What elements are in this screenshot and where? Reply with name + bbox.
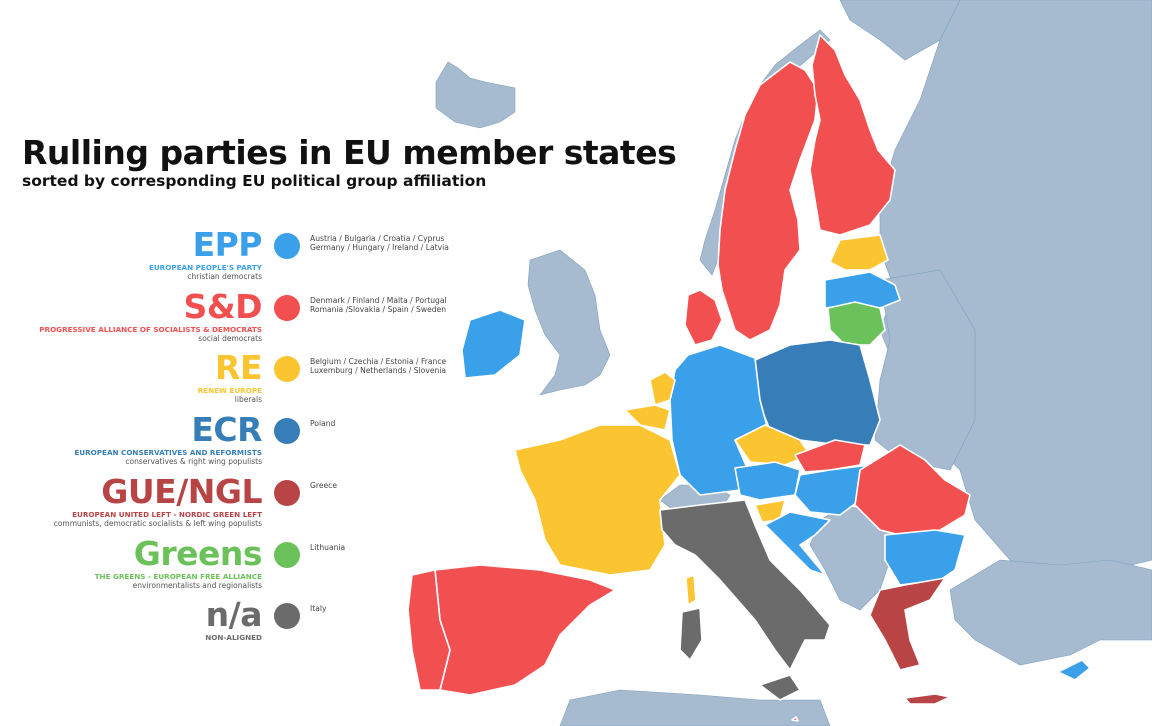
legend-color-dot [274, 542, 300, 568]
legend-abbr: S&D [183, 287, 263, 326]
country-poland [754, 339, 881, 446]
country-italy-sardinia [679, 607, 703, 661]
legend-color-dot [274, 233, 300, 259]
legend-countries: Poland [310, 419, 336, 428]
country-netherlands [649, 371, 676, 406]
legend-item-gue-ngl: GUE/NGL EUROPEAN UNITED LEFT - NORDIC GR… [10, 475, 430, 535]
country-spain [434, 564, 616, 696]
legend-color-dot [274, 603, 300, 629]
country-lithuania [827, 301, 886, 346]
country-croatia [764, 511, 831, 576]
map-subtitle: sorted by corresponding EU political gro… [22, 172, 487, 190]
legend-abbr: GUE/NGL [101, 472, 262, 511]
country-denmark [684, 289, 723, 346]
legend-countries: Belgium / Czechia / Estonia / France Luxe… [310, 357, 447, 375]
country-bulgaria [884, 529, 966, 586]
legend-countries: Denmark / Finland / Malta / Portugal Roma… [310, 296, 447, 314]
country-romania [854, 444, 971, 536]
country-slovakia [794, 439, 866, 473]
legend-color-dot [274, 480, 300, 506]
country-france [514, 424, 681, 576]
legend-abbr: RE [215, 348, 262, 387]
legend-full-name: THE GREENS - EUROPEAN FREE ALLIANCE [94, 572, 262, 581]
country-ireland [461, 309, 526, 379]
legend-countries: Italy [310, 604, 327, 613]
country-greece [869, 577, 946, 671]
country-france-corsica [685, 574, 697, 606]
country-belgium [624, 404, 671, 431]
country-malta [791, 716, 799, 722]
legend-description: communists, democratic socialists & left… [53, 519, 262, 528]
legend-color-dot [274, 295, 300, 321]
country-finland [809, 34, 896, 236]
legend-description: liberals [234, 395, 262, 404]
legend-description: conservatives & right wing populists [125, 457, 262, 466]
legend-color-dot [274, 418, 300, 444]
legend-item-sd: S&D PROGRESSIVE ALLIANCE OF SOCIALISTS &… [10, 287, 446, 350]
north-africa [559, 689, 831, 726]
country-cyprus [1057, 659, 1091, 681]
legend-description: social democrats [198, 334, 262, 343]
kola-region [839, 0, 961, 61]
turkey [949, 559, 1152, 666]
legend-abbr: n/a [205, 595, 263, 634]
legend-abbr: Greens [133, 534, 263, 573]
legend-abbr: ECR [191, 410, 262, 449]
legend-full-name: PROGRESSIVE ALLIANCE OF SOCIALISTS & DEM… [39, 325, 262, 334]
country-greece-crete [904, 693, 951, 705]
country-portugal [407, 569, 451, 691]
iceland [435, 61, 516, 129]
legend-full-name: EUROPEAN PEOPLE'S PARTY [148, 263, 262, 272]
legend-full-name: NON-ALIGNED [205, 633, 262, 642]
country-sweden [717, 61, 819, 341]
map-title: Rulling parties in EU member states [22, 133, 677, 172]
legend-abbr: EPP [192, 225, 263, 264]
country-hungary [794, 464, 871, 516]
legend-full-name: EUROPEAN UNITED LEFT - NORDIC GREEN LEFT [72, 510, 262, 519]
legend-full-name: EUROPEAN CONSERVATIVES AND REFORMISTS [74, 448, 262, 457]
legend-description: christian democrats [187, 272, 262, 281]
legend-full-name: RENEW EUROPE [197, 386, 262, 395]
country-italy-sicily [759, 674, 801, 701]
legend-item-ecr: ECR EUROPEAN CONSERVATIVES AND REFORMIST… [10, 413, 430, 473]
legend-item-non-aligned: n/a NON-ALIGNED Italy [10, 598, 430, 658]
uk [527, 249, 611, 396]
country-austria [734, 461, 801, 501]
legend-countries: Lithuania [310, 543, 346, 552]
legend-item-re: RE RENEW EUROPE liberals Belgium / Czech… [10, 348, 447, 411]
legend-countries: Austria / Bulgaria / Croatia / Cyprus Ger… [310, 234, 449, 252]
country-italy [659, 499, 831, 671]
legend-description: environmentalists and regionalists [132, 581, 262, 590]
legend-countries: Greece [310, 481, 338, 490]
country-estonia [829, 234, 889, 271]
legend-item-greens: Greens THE GREENS - EUROPEAN FREE ALLIAN… [10, 537, 430, 597]
legend-item-epp: EPP EUROPEAN PEOPLE'S PARTY christian de… [10, 225, 449, 288]
legend-color-dot [274, 356, 300, 382]
